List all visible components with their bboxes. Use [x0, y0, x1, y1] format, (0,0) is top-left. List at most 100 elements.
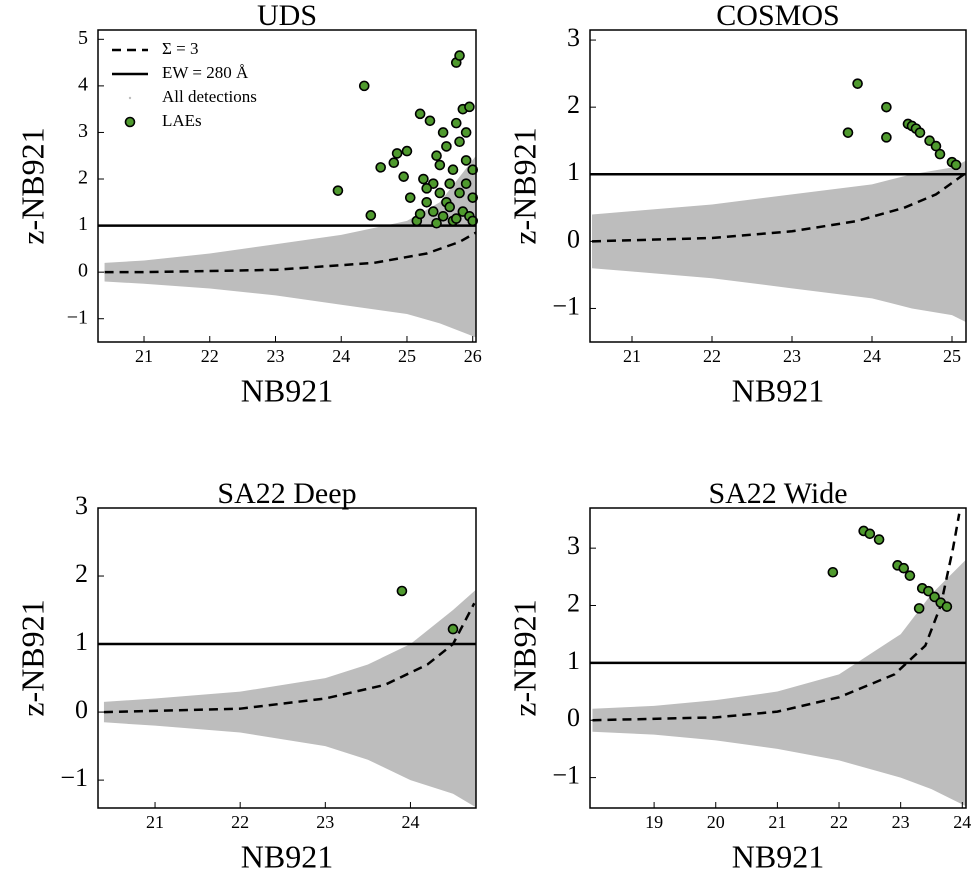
y-tick-label: −1 — [67, 306, 88, 328]
lae-point — [950, 159, 962, 171]
lae-point — [444, 201, 456, 213]
lae-point — [358, 80, 370, 92]
y-tick-label: 2 — [567, 90, 580, 119]
lae-point — [467, 215, 479, 227]
lae-point — [450, 213, 462, 224]
x-tick-label: 22 — [201, 346, 219, 366]
lae-point — [447, 623, 459, 635]
x-tick-label: 20 — [707, 812, 725, 832]
lae-point — [467, 192, 479, 203]
legend-label: EW = 280 Å — [162, 63, 249, 82]
lae-point — [427, 206, 439, 217]
y-tick-label: 1 — [75, 627, 88, 656]
x-tick-label: 19 — [645, 812, 663, 832]
lae-point — [464, 101, 475, 113]
y-tick-label: 0 — [567, 703, 580, 732]
plot-area — [98, 589, 476, 808]
x-tick-label: 23 — [783, 346, 801, 366]
x-tick-label: 23 — [266, 346, 284, 366]
lae-point — [913, 603, 925, 614]
lae-point — [444, 178, 456, 189]
x-tick-label: 21 — [623, 346, 641, 366]
x-tick-label: 22 — [231, 812, 249, 832]
lae-point — [460, 155, 472, 166]
lae-point — [460, 127, 472, 138]
lae-point — [424, 115, 436, 127]
lae-point — [441, 141, 452, 152]
chart-title: SA22 Deep — [217, 477, 356, 510]
x-axis-label: NB921 — [241, 838, 333, 874]
y-tick-label: 0 — [78, 260, 88, 282]
y-tick-label: 3 — [567, 531, 580, 560]
legend-label: LAEs — [162, 111, 202, 130]
x-tick-label: 24 — [953, 812, 971, 832]
plot-area — [98, 155, 476, 338]
lae-point — [914, 127, 926, 138]
lae-point — [881, 101, 892, 113]
lae-point — [864, 528, 876, 540]
x-axis-label: NB921 — [241, 372, 333, 408]
x-tick-label: 24 — [332, 346, 350, 366]
lae-point — [388, 157, 400, 169]
x-axis-label: NB921 — [732, 838, 824, 874]
legend-swatch — [128, 96, 132, 100]
x-tick-label: 25 — [398, 346, 416, 366]
y-tick-label: −1 — [552, 761, 580, 790]
legend-label: All detections — [162, 87, 257, 106]
lae-point — [930, 140, 942, 152]
lae-point — [437, 210, 449, 222]
lae-point — [404, 192, 416, 203]
x-tick-label: 23 — [316, 812, 334, 832]
lae-point — [431, 217, 442, 229]
x-tick-label: 26 — [464, 346, 482, 366]
y-tick-label: 5 — [78, 27, 88, 49]
sigma-curve — [591, 173, 965, 243]
x-tick-label: 23 — [892, 812, 910, 832]
lae-point — [454, 187, 465, 199]
legend-label: Σ = 3 — [162, 39, 198, 58]
lae-point — [434, 187, 446, 199]
lae-point — [401, 145, 413, 157]
lae-point — [898, 562, 910, 574]
y-tick-label: −1 — [552, 291, 580, 320]
detections-band — [592, 160, 966, 322]
sigma-curve — [592, 513, 961, 722]
lae-point — [852, 78, 863, 89]
y-axis-label: z-NB921 — [506, 127, 542, 244]
y-tick-label: 2 — [567, 588, 580, 617]
axes-frame — [589, 29, 967, 343]
x-tick-label: 25 — [943, 346, 961, 366]
legend-swatch — [124, 116, 136, 128]
lae-point — [414, 108, 426, 120]
y-tick-label: 3 — [75, 491, 88, 520]
lae-point — [904, 570, 916, 581]
x-tick-label: 21 — [146, 812, 164, 832]
axes-frame — [97, 29, 477, 343]
y-tick-label: −1 — [60, 763, 88, 792]
chart-title: COSMOS — [716, 0, 839, 32]
x-tick-label: 21 — [135, 346, 153, 366]
chart-title: UDS — [257, 0, 317, 32]
x-tick-label: 24 — [401, 812, 419, 832]
detections-band — [103, 589, 476, 808]
lae-point — [873, 534, 885, 545]
chart-title: SA22 Wide — [708, 477, 847, 510]
x-tick-label: 24 — [863, 346, 881, 366]
detections-band — [592, 559, 966, 807]
y-tick-label: 0 — [567, 224, 580, 253]
y-axis-label: z-NB921 — [14, 599, 50, 716]
lae-point — [398, 171, 409, 182]
lae-point — [396, 585, 408, 597]
y-tick-label: 3 — [78, 120, 88, 142]
lae-point — [421, 196, 432, 208]
y-tick-label: 3 — [567, 23, 580, 52]
y-axis-label: z-NB921 — [506, 599, 542, 716]
x-tick-label: 22 — [830, 812, 848, 832]
lae-point — [467, 164, 479, 176]
y-tick-label: 1 — [78, 213, 88, 235]
lae-point — [391, 148, 403, 159]
lae-point — [332, 185, 344, 196]
lae-point — [827, 566, 839, 578]
plot-area — [590, 160, 966, 322]
lae-point — [881, 132, 892, 143]
